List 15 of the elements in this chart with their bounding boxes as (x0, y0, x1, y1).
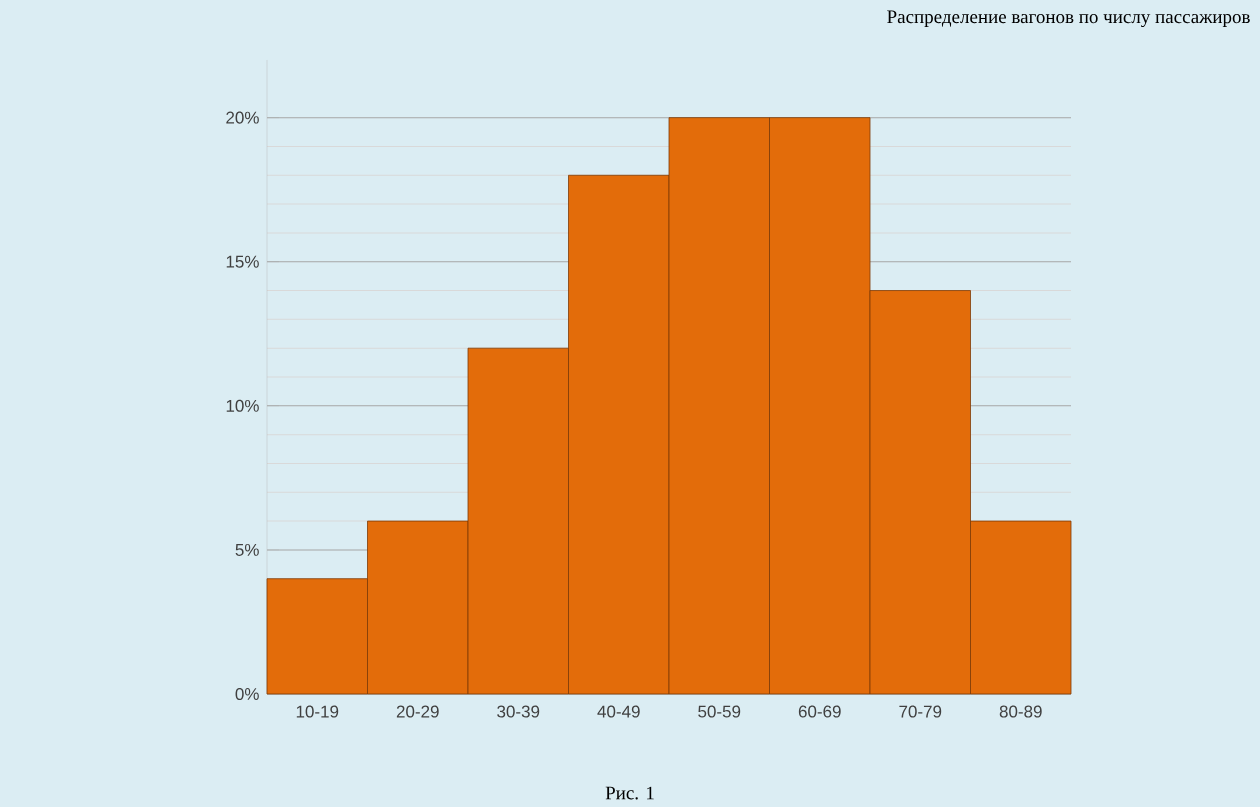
x-tick-label: 50-59 (698, 705, 741, 718)
y-tick-label: 5% (235, 543, 259, 556)
x-tick-label: 40-49 (597, 705, 640, 718)
x-tick-label: 30-39 (497, 705, 540, 718)
y-tick-label: 15% (226, 255, 259, 268)
y-tick-label: 20% (226, 111, 259, 124)
x-tick-label: 70-79 (899, 705, 942, 718)
x-tick-label: 20-29 (396, 705, 439, 718)
text: Рис. 1 (605, 786, 654, 800)
x-tick-label: 10-19 (296, 705, 339, 718)
chart-title: Распределение вагонов по числу пассажиров (887, 10, 1250, 28)
x-tick-label: 60-69 (798, 705, 841, 718)
y-tick-label: 0% (235, 687, 259, 701)
x-tick-label: 80-89 (999, 705, 1042, 718)
y-tick-label: 10% (226, 399, 259, 412)
